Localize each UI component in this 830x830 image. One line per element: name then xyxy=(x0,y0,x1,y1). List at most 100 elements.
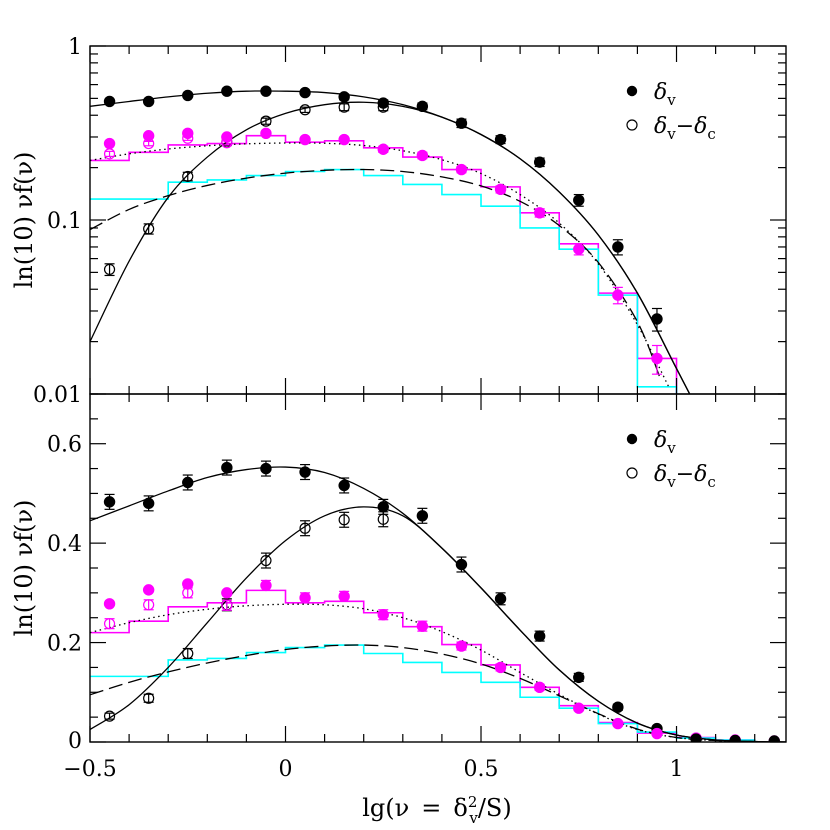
histogram-magenta xyxy=(90,134,678,394)
data-point xyxy=(338,590,350,603)
data-point xyxy=(494,661,507,674)
data-point-open xyxy=(103,263,116,276)
data-point xyxy=(299,133,311,146)
data-point xyxy=(142,497,155,510)
legend-label: δv−δc xyxy=(654,114,716,143)
data-point xyxy=(338,133,350,146)
data-point xyxy=(533,207,546,219)
data-point xyxy=(768,735,780,742)
data-point xyxy=(182,89,194,102)
data-point xyxy=(182,476,194,489)
data-point xyxy=(103,137,116,150)
data-point xyxy=(612,289,624,301)
data-point-open xyxy=(103,148,116,160)
data-point xyxy=(416,149,429,162)
panel-frame xyxy=(89,45,787,395)
data-point xyxy=(573,194,585,206)
x-axis: −0.5 0 0.5 1 xyxy=(63,757,683,782)
bottom-panel: 0 0.2 0.4 0.6 ln(10) νf(ν) δv δv−δc xyxy=(10,393,787,754)
data-point xyxy=(142,584,155,596)
curve-solid-1 xyxy=(90,101,691,394)
plot-area xyxy=(90,85,691,394)
y-tick-label: 0.01 xyxy=(33,383,82,408)
data-point-open xyxy=(377,513,389,525)
y-tick-label: 1 xyxy=(68,35,82,60)
data-point xyxy=(221,85,233,97)
legend-label: δv xyxy=(654,80,676,109)
y-tick-label: 0.1 xyxy=(47,209,82,234)
data-point xyxy=(494,593,507,605)
data-point xyxy=(729,734,741,742)
data-point xyxy=(494,133,507,146)
y-tick-label: 0.6 xyxy=(47,433,82,458)
data-point-open xyxy=(103,710,116,722)
data-point xyxy=(612,717,624,730)
data-point xyxy=(338,91,350,103)
data-point xyxy=(221,587,233,599)
legend-marker-filled xyxy=(626,85,638,97)
x-tick-label: 0.5 xyxy=(464,757,499,782)
data-point xyxy=(651,352,663,365)
data-point xyxy=(494,183,507,196)
data-point xyxy=(416,100,429,113)
data-point-open xyxy=(182,647,194,660)
legend-marker-filled xyxy=(626,433,638,445)
histogram-cyan xyxy=(90,168,678,394)
data-point-open xyxy=(299,104,311,116)
data-point-open xyxy=(182,587,194,599)
data-point xyxy=(416,510,429,522)
data-point-open xyxy=(143,599,155,611)
curve-solid-0 xyxy=(90,90,691,394)
data-point-open xyxy=(103,618,116,630)
data-point xyxy=(299,86,311,99)
y-tick-label: 0.2 xyxy=(47,632,82,657)
data-point-open xyxy=(299,522,311,534)
data-point-open xyxy=(221,599,233,611)
data-point xyxy=(299,592,311,604)
data-point-open xyxy=(143,692,155,704)
data-point xyxy=(533,156,546,168)
data-point xyxy=(455,117,468,129)
data-point xyxy=(651,313,663,325)
data-point-open xyxy=(338,101,350,113)
curve-solid-1 xyxy=(90,506,786,742)
curve-solid-0 xyxy=(90,466,786,742)
data-point xyxy=(377,609,389,621)
legend-marker-open xyxy=(626,467,638,479)
data-point xyxy=(260,85,272,97)
x-tick-label: −0.5 xyxy=(63,757,116,782)
data-point xyxy=(142,95,155,108)
y-axis-title: ln(10) νf(ν) xyxy=(10,152,38,289)
y-axis-title: ln(10) νf(ν) xyxy=(10,500,38,637)
data-point xyxy=(651,727,663,740)
x-tick-label: 0 xyxy=(279,757,293,782)
plot-area xyxy=(90,459,786,742)
data-point xyxy=(103,598,116,610)
data-point xyxy=(533,630,546,642)
data-point xyxy=(377,143,389,155)
data-point-open xyxy=(260,554,272,567)
data-point-open xyxy=(143,223,155,235)
data-point xyxy=(533,681,546,694)
data-point xyxy=(573,702,585,714)
data-point-open xyxy=(338,514,350,526)
y-tick-label: 0.4 xyxy=(47,532,82,557)
data-point xyxy=(260,579,272,592)
legend-label: δv−δc xyxy=(654,462,716,491)
data-point xyxy=(455,558,468,571)
x-tick-label: 1 xyxy=(670,757,684,782)
x-axis-title: lg(ν = δ2 v/S) xyxy=(362,793,511,827)
data-point xyxy=(103,496,116,508)
data-point xyxy=(573,243,585,255)
y-tick-label: 0 xyxy=(68,729,82,754)
data-point xyxy=(299,466,311,478)
data-point xyxy=(260,462,272,475)
data-point xyxy=(377,501,389,513)
data-point xyxy=(416,620,429,632)
panel-frame xyxy=(89,393,787,743)
data-point-open xyxy=(260,115,272,127)
data-point xyxy=(103,95,116,108)
data-point-open xyxy=(143,137,155,150)
data-point-open xyxy=(182,170,194,183)
legend-label: δv xyxy=(654,428,676,457)
